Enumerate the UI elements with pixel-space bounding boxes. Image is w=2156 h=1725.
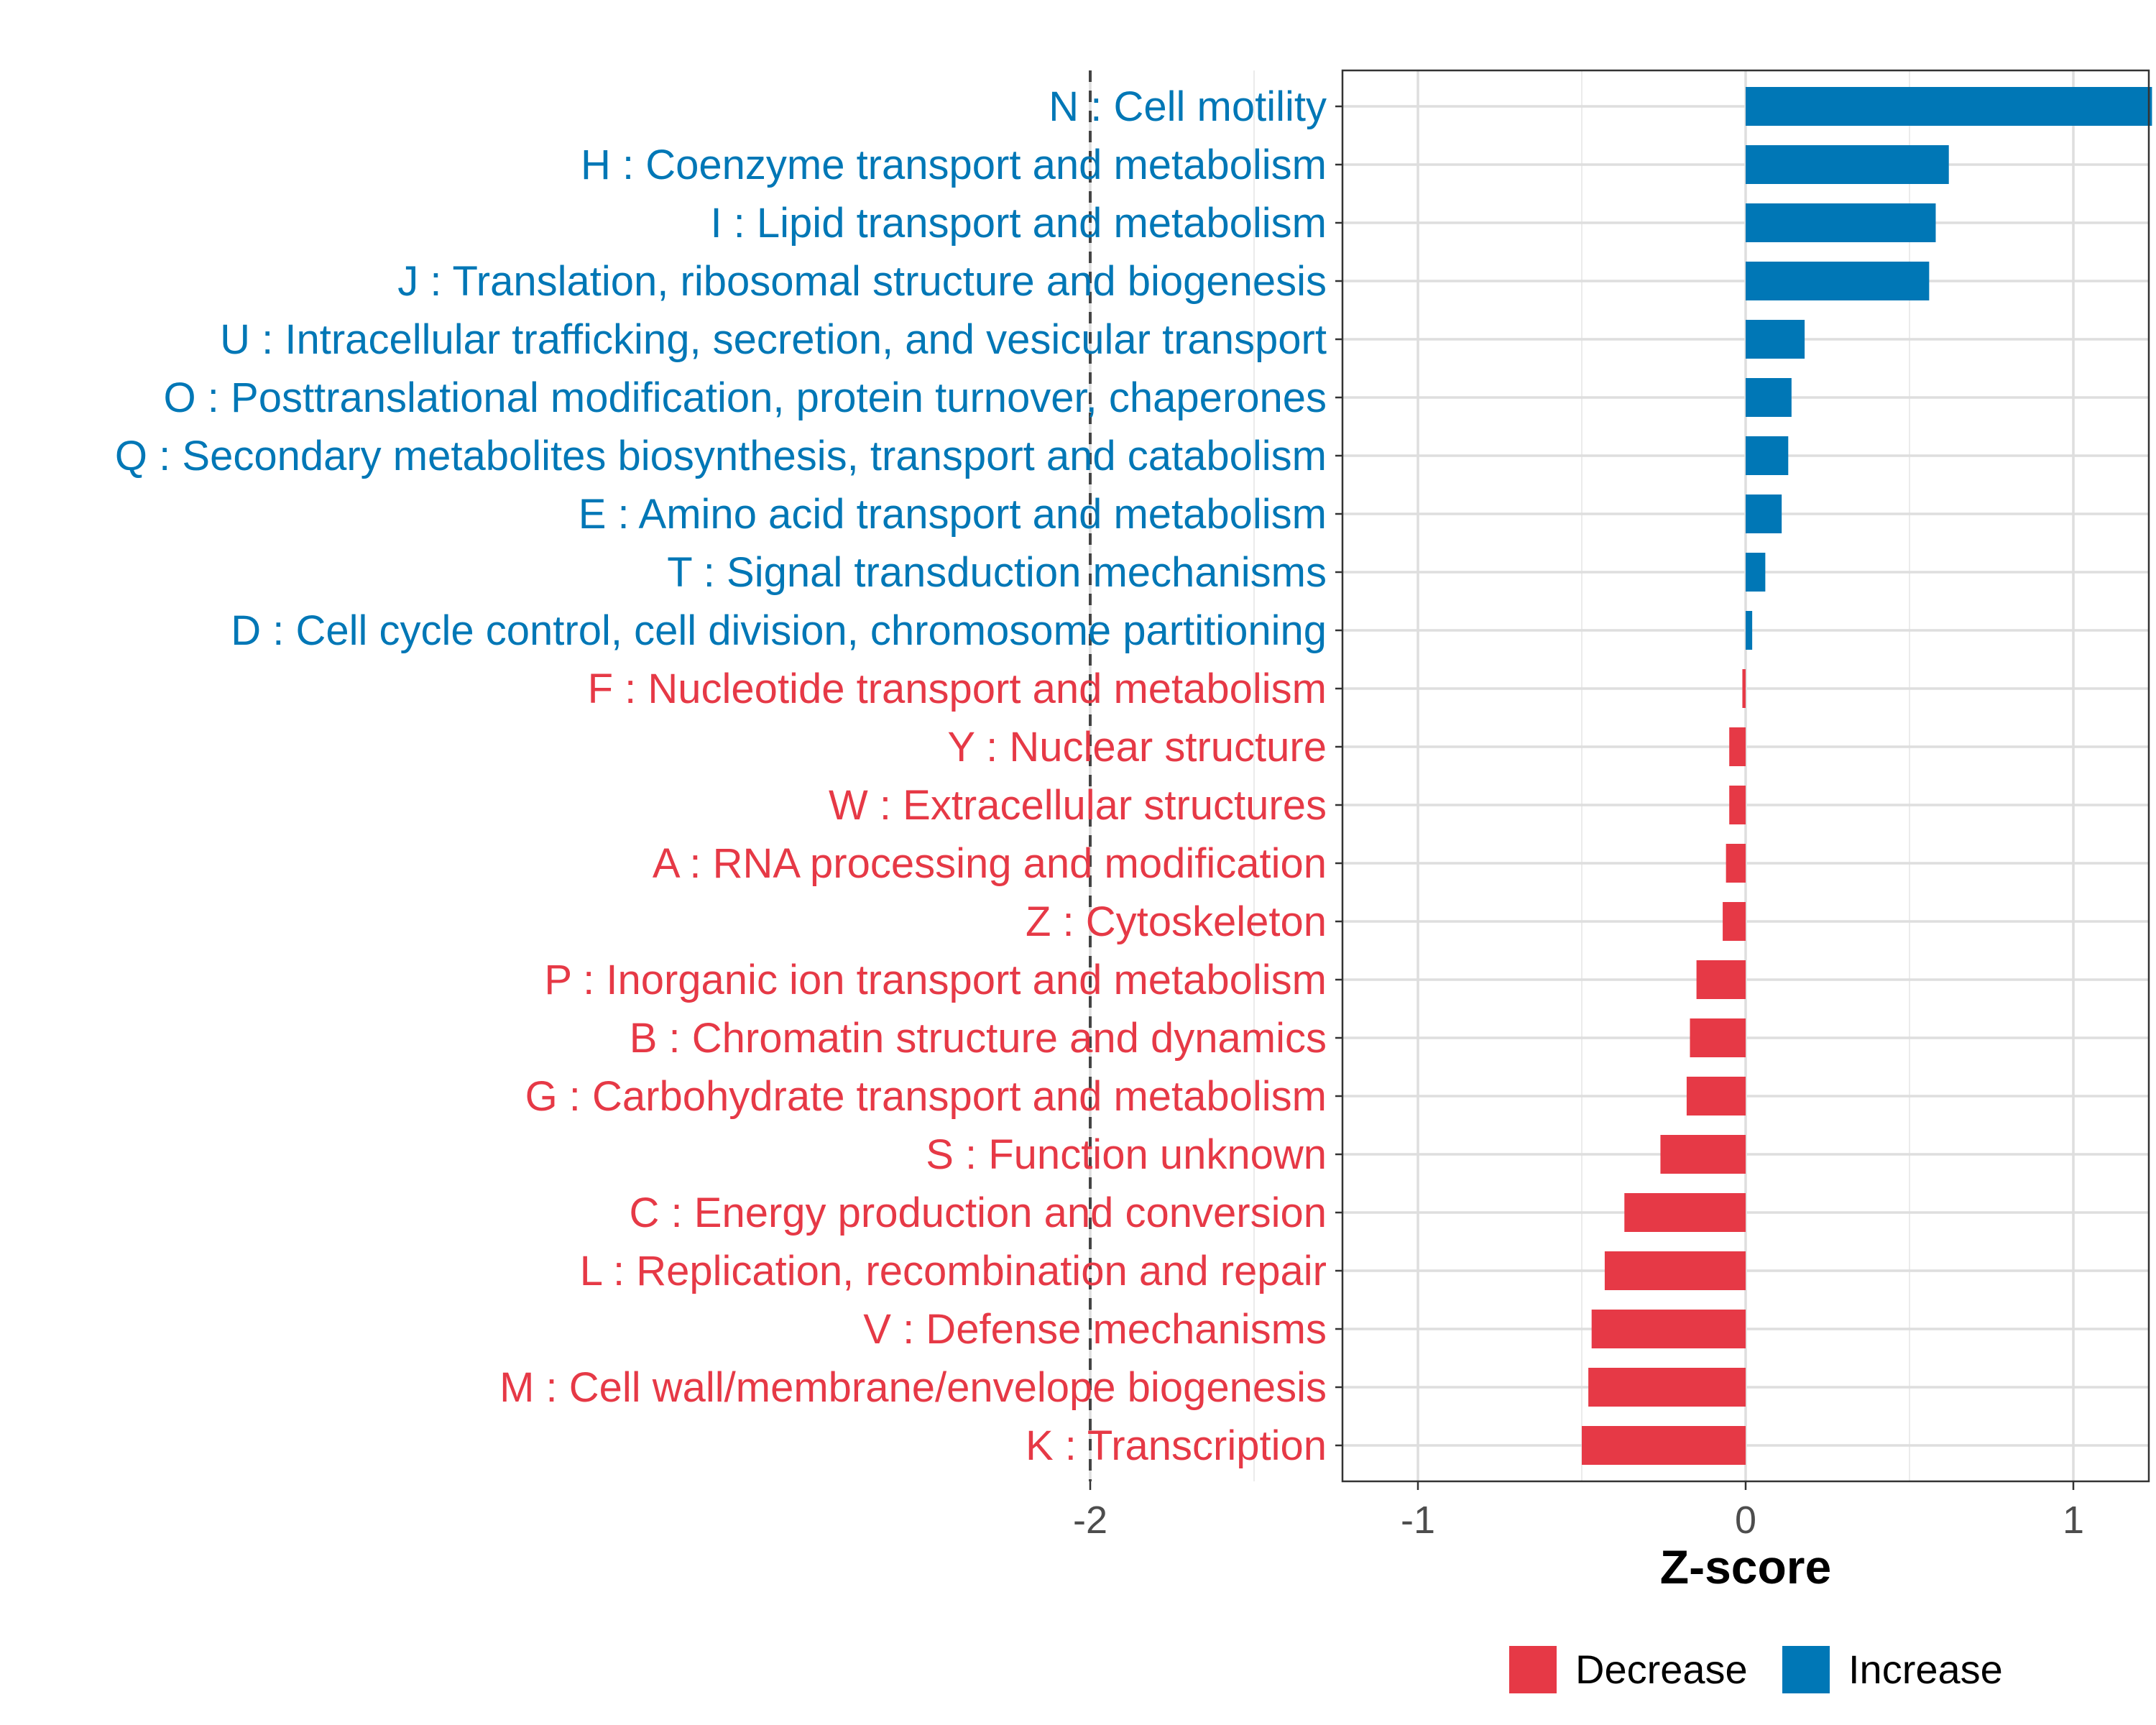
category-label: F : Nucleotide transport and metabolism [588, 666, 1327, 712]
bar [1746, 553, 1766, 592]
x-axis-title: Z-score [1660, 1540, 1831, 1593]
category-label: A : RNA processing and modification [653, 840, 1327, 887]
category-label: J : Translation, ribosomal structure and… [397, 258, 1327, 305]
bars [1582, 87, 2152, 1465]
bar [1746, 203, 1936, 242]
legend-swatch-increase [1782, 1646, 1830, 1693]
category-label: I : Lipid transport and metabolism [710, 200, 1327, 247]
category-label: L : Replication, recombination and repai… [580, 1248, 1327, 1294]
category-label: Y : Nuclear structure [947, 724, 1327, 770]
bar [1746, 378, 1792, 417]
reference-lines [1089, 70, 1092, 1481]
category-label: V : Defense mechanisms [863, 1306, 1327, 1353]
category-label: K : Transcription [1026, 1422, 1327, 1469]
category-label: Q : Secondary metabolites biosynthesis, … [115, 433, 1327, 479]
bar [1746, 436, 1789, 475]
category-label: C : Energy production and conversion [630, 1190, 1327, 1236]
bar [1746, 611, 1753, 650]
bar [1696, 960, 1746, 999]
legend-label-decrease: Decrease [1575, 1647, 1748, 1692]
category-label: N : Cell motility [1049, 83, 1327, 130]
x-ticks: -2-1012 [1073, 1481, 2084, 1542]
category-label: H : Coenzyme transport and metabolism [581, 142, 1327, 188]
bar [1591, 1310, 1746, 1348]
bar [1690, 1018, 1746, 1057]
legend-swatch-decrease [1509, 1646, 1557, 1693]
category-label: O : Posttranslational modification, prot… [164, 374, 1327, 421]
legend-label-increase: Increase [1848, 1647, 2003, 1692]
bar [1604, 1251, 1746, 1290]
category-label: Z : Cytoskeleton [1026, 898, 1327, 945]
bar [1746, 262, 1930, 300]
bar [1746, 87, 2152, 126]
bar [1723, 902, 1746, 941]
bar [1582, 1426, 1746, 1465]
category-label: E : Amino acid transport and metabolism [579, 491, 1327, 538]
bar [1588, 1368, 1746, 1407]
category-labels: N : Cell motility H : Coenzyme transport … [115, 83, 1327, 1469]
category-label: T : Signal transduction mechanisms [667, 549, 1327, 596]
x-tick-label: -2 [1073, 1499, 1107, 1542]
bar [1746, 494, 1782, 533]
x-tick-label: 1 [2063, 1499, 2084, 1542]
bar [1686, 1077, 1746, 1116]
bar [1729, 786, 1746, 824]
category-label: W : Extracellular structures [829, 782, 1327, 829]
bar [1624, 1193, 1746, 1232]
x-tick-label: 0 [1735, 1499, 1756, 1542]
bar [1660, 1135, 1746, 1174]
legend: Decrease Increase [1509, 1646, 2003, 1693]
x-tick-label: -1 [1401, 1499, 1435, 1542]
category-label: P : Inorganic ion transport and metaboli… [544, 957, 1327, 1003]
bar [1746, 320, 1805, 359]
category-label: D : Cell cycle control, cell division, c… [231, 607, 1327, 654]
bar [1726, 844, 1746, 883]
category-label: G : Carbohydrate transport and metabolis… [525, 1073, 1327, 1120]
bar [1729, 727, 1746, 766]
category-label: S : Function unknown [926, 1131, 1327, 1178]
bar [1742, 669, 1746, 708]
category-label: M : Cell wall/membrane/envelope biogenes… [499, 1364, 1327, 1411]
category-label: U : Intracellular trafficking, secretion… [220, 316, 1327, 363]
bar [1746, 145, 1949, 184]
category-label: B : Chromatin structure and dynamics [630, 1015, 1327, 1062]
y-ticks [1335, 105, 1342, 1447]
